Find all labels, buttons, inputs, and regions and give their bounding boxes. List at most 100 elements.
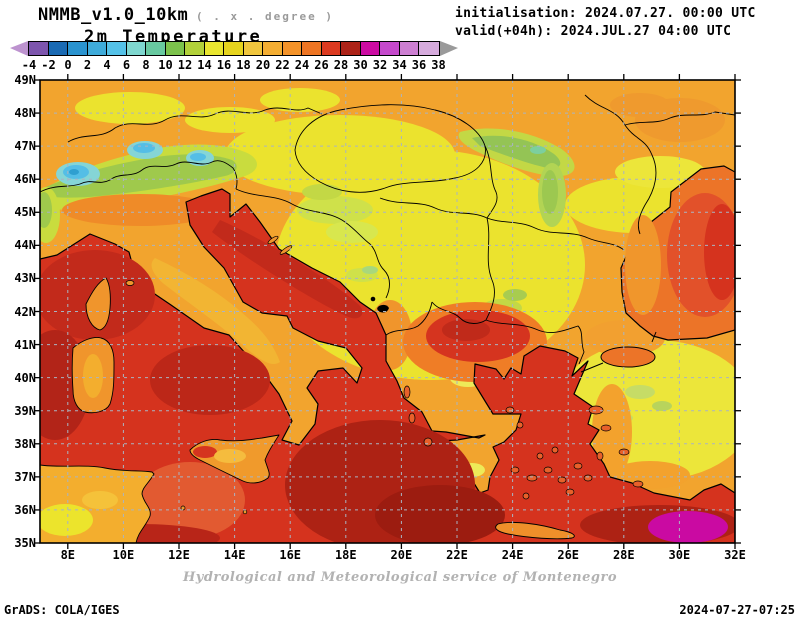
- axis-ticks: [34, 74, 741, 549]
- lat-axis-label: 39N: [14, 403, 36, 418]
- colorbar-tick-label: 20: [255, 58, 271, 72]
- lat-axis-label: 38N: [14, 436, 36, 451]
- lon-axis-label: 24E: [501, 548, 524, 562]
- colorbar-cell: [341, 42, 361, 55]
- colorbar-arrow-right: [439, 41, 458, 56]
- lon-axis-label: 30E: [668, 548, 691, 562]
- colorbar-cell: [263, 42, 283, 55]
- colorbar-tick-label: 2: [83, 58, 92, 72]
- sea-temperature-shading: [40, 220, 735, 543]
- colorbar-tick-label: -4: [21, 58, 37, 72]
- colorbar-tick-label: 26: [314, 58, 329, 72]
- colorbar-tick-label: 28: [333, 58, 349, 72]
- islands: [40, 235, 644, 543]
- colorbar-cell: [87, 42, 107, 55]
- colorbar-cell: [360, 42, 380, 55]
- colorbar-cell: [185, 42, 205, 55]
- colorbar-tick-label: 16: [216, 58, 232, 72]
- colorbar-tick-label: 12: [177, 58, 193, 72]
- sea-of-marmara: [600, 346, 656, 368]
- colorbar-cell: [204, 42, 224, 55]
- hot-land-northern-greece: [403, 302, 547, 382]
- colorbar-tick-label: 30: [353, 58, 368, 72]
- initialisation-time: initialisation: 2024.07.27. 00:00 UTC: [455, 6, 756, 21]
- lat-axis-label: 47N: [14, 139, 36, 154]
- colorbar-tick-label: 10: [158, 58, 173, 72]
- colorbar-cell: [165, 42, 185, 55]
- colorbar-cell: [29, 42, 49, 55]
- colorbar-cell: [146, 42, 166, 55]
- island-corsica: [85, 277, 111, 331]
- lat-axis-label: 44N: [14, 238, 36, 253]
- country-borders: [40, 94, 735, 365]
- lon-axis-label: 12E: [168, 548, 190, 562]
- colorbar-tick-label: 4: [103, 58, 111, 72]
- lon-axis-label: 14E: [223, 548, 246, 562]
- black-sea-shading: [625, 193, 735, 317]
- colorbar-cell: [321, 42, 341, 55]
- colorbar-tick-label: 14: [197, 58, 212, 72]
- lon-axis-label: 10E: [112, 548, 135, 562]
- lat-axis-label: 43N: [14, 271, 36, 286]
- resolution-note: ( . x . degree ): [196, 10, 334, 23]
- balkan-mountain-cool-patches: [297, 184, 672, 422]
- colorbar-tick-label: 36: [411, 58, 427, 72]
- colorbar-arrow-left: [10, 41, 28, 56]
- colorbar-cell: [48, 42, 68, 55]
- lon-axis-label: 8E: [60, 548, 76, 562]
- colorbar-tick-label: 32: [372, 58, 388, 72]
- lat-axis-label: 37N: [14, 469, 36, 484]
- small-islands: [125, 235, 644, 515]
- straits: [580, 331, 657, 373]
- colorbar-tick-label: -2: [41, 58, 56, 72]
- lon-axis-label: 22E: [446, 548, 468, 562]
- grads-credit: GrADS: COLA/IGES: [4, 603, 120, 617]
- lon-axis-label: 18E: [334, 548, 357, 562]
- colorbar-tick-label: 18: [236, 58, 251, 72]
- lat-axis-label: 45N: [14, 205, 36, 220]
- model-title: NMMB_v1.0_10km: [38, 5, 189, 25]
- colorbar-cell: [68, 42, 88, 55]
- colorbar-tick-label: 8: [142, 58, 150, 72]
- colorbar-tick-label: 38: [431, 58, 446, 72]
- colorbar-tick-label: 0: [64, 58, 72, 72]
- lat-axis-label: 42N: [14, 304, 36, 319]
- map-canvas: [34, 74, 741, 549]
- lat-axis-label: 41N: [14, 337, 36, 352]
- lat-axis-label: 46N: [14, 172, 36, 187]
- valid-time: valid(+04h): 2024.JUL.27 04:00 UTC: [455, 24, 732, 39]
- lat-axis-label: 35N: [14, 536, 36, 550]
- colorbar-tick-label: 24: [294, 58, 310, 72]
- lon-axis-label: 28E: [612, 548, 635, 562]
- colorbar-cell: [419, 42, 439, 55]
- render-timestamp: 2024-07-27-07:25: [679, 603, 795, 617]
- colorbar-cells: [28, 41, 440, 56]
- lon-axis-label: 20E: [390, 548, 413, 562]
- colorbar-tick-label: 6: [122, 58, 131, 72]
- colorbar-cell: [302, 42, 322, 55]
- colorbar-cell: [107, 42, 127, 55]
- lat-axis-label: 48N: [14, 106, 36, 121]
- colorbar-cell: [399, 42, 419, 55]
- lon-axis-label: 26E: [557, 548, 580, 562]
- lat-axis-label: 40N: [14, 370, 36, 385]
- service-credit: Hydrological and Meteorological service …: [182, 570, 617, 585]
- colorbar-cell: [126, 42, 146, 55]
- lon-axis-label: 16E: [279, 548, 302, 562]
- colorbar-cell: [282, 42, 302, 55]
- colorbar-cell: [243, 42, 263, 55]
- colorbar-tick-label: 34: [392, 58, 407, 72]
- montenegro-marker: [370, 296, 389, 313]
- colorbar-cell: [380, 42, 400, 55]
- lat-axis-label: 36N: [14, 502, 36, 517]
- map-border-frame: [39, 79, 736, 544]
- lat-axis-label: 49N: [14, 73, 36, 87]
- lon-axis-label: 32E: [724, 548, 746, 562]
- gridlines: [40, 80, 735, 543]
- alpine-cold-regions: [40, 141, 257, 243]
- hottest-sea-spot: [648, 511, 728, 543]
- colorbar-cell: [224, 42, 244, 55]
- island-crete: [495, 521, 575, 540]
- colorbar-tick-label: 22: [275, 58, 290, 72]
